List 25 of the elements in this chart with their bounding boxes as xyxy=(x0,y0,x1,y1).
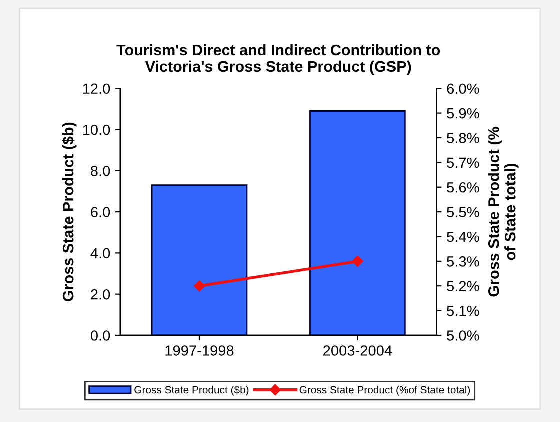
y-tick-label: 12.0 xyxy=(83,84,110,94)
y2-tick-label: 5.8% xyxy=(447,133,480,144)
y-tick-label: 0.0 xyxy=(90,330,110,341)
y2-tick-label: 5.5% xyxy=(447,207,480,218)
y2-axis-title: Gross State Product (% of State total) xyxy=(488,127,519,297)
y2-tick-label: 5.2% xyxy=(447,281,480,292)
y-tick-label: 10.0 xyxy=(83,124,110,136)
y-tick-label: 8.0 xyxy=(91,166,110,176)
y2-tick-label: 5.3% xyxy=(447,256,480,267)
y2-tick-label: 5.7% xyxy=(447,158,480,168)
legend-label: Gross State Product (%of State total) xyxy=(300,386,470,396)
y2-tick-label: 6.0% xyxy=(447,84,480,94)
y2-tick-label: 5.0% xyxy=(447,330,480,341)
x-tick-label: 1997-1998 xyxy=(166,346,234,356)
y-axis-title: Gross State Product ($b) xyxy=(62,122,77,302)
legend-label: Gross State Product ($b) xyxy=(134,386,249,396)
y-tick-label: 4.0 xyxy=(90,248,110,259)
y-tick-label: 6.0 xyxy=(91,207,110,218)
chart-title: Tourism's Direct and Indirect Contribution to Victoria's Gross State Product (GSP) xyxy=(116,44,440,76)
y2-tick-label: 5.4% xyxy=(447,232,480,242)
x-tick-label: 2003-2004 xyxy=(324,346,392,356)
y-tick-label: 2.0 xyxy=(91,289,110,300)
y2-tick-label: 5.9% xyxy=(447,108,480,119)
y2-tick-label: 5.6% xyxy=(447,182,480,193)
y2-tick-label: 5.1% xyxy=(447,306,480,316)
